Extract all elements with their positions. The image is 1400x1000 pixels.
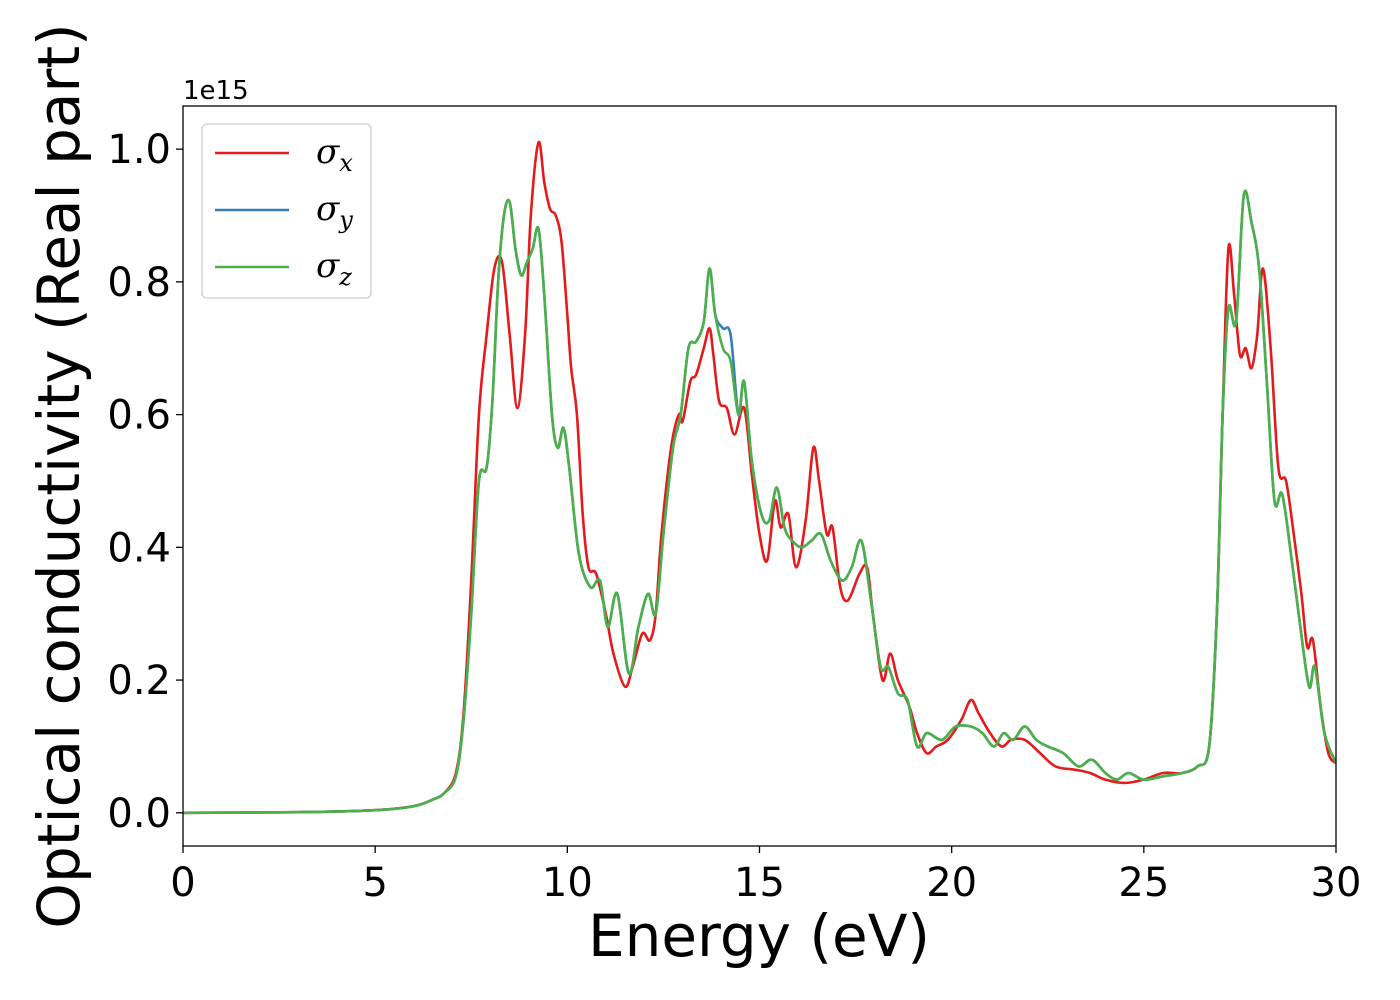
legend-label-sigma-z: σz: [316, 246, 352, 291]
y-tick-label: 0.4: [107, 525, 171, 571]
y-tick-label: 0.0: [107, 791, 171, 837]
y-offset-label: 1e15: [183, 76, 249, 106]
series-line-sigma-z: [183, 189, 1336, 815]
x-tick-label: 20: [926, 860, 977, 906]
x-tick-label: 25: [1118, 860, 1169, 906]
y-tick-label: 0.2: [107, 658, 171, 704]
y-axis-label: Optical conductivity (Real part): [25, 23, 93, 928]
y-tick-label: 1.0: [107, 127, 171, 173]
x-tick-label: 0: [170, 860, 195, 906]
x-tick-label: 15: [734, 860, 785, 906]
x-axis-ticks: 0 5 10 15 20 25 30: [170, 846, 1361, 906]
x-tick-label: 5: [362, 860, 387, 906]
x-axis-label: Energy (eV): [588, 902, 930, 970]
x-tick-label: 30: [1311, 860, 1362, 906]
legend-label-sigma-x: σx: [316, 132, 353, 177]
y-tick-label: 0.6: [107, 393, 171, 439]
series-lines: [183, 140, 1336, 815]
legend: σx σy σz: [201, 123, 372, 299]
legend-label-sigma-y: σy: [316, 189, 353, 234]
y-axis-ticks: 0.0 0.2 0.4 0.6 0.8 1.0: [107, 127, 183, 837]
y-tick-label: 0.8: [107, 260, 171, 306]
x-tick-label: 10: [542, 860, 593, 906]
